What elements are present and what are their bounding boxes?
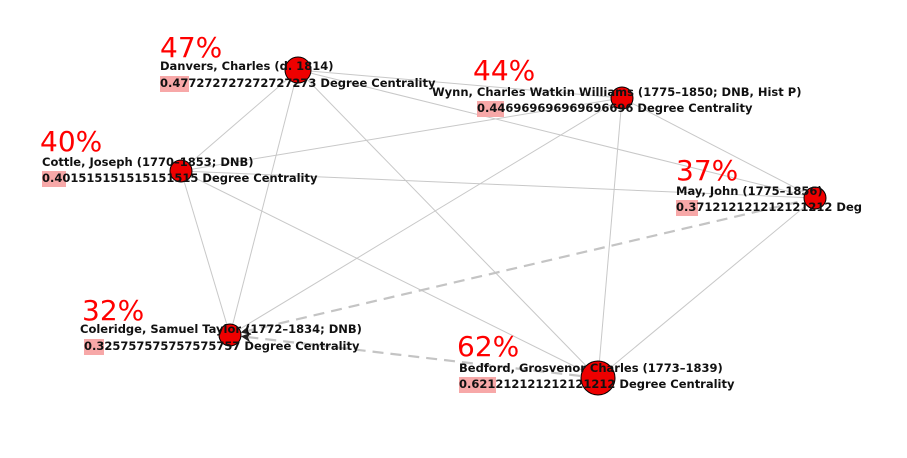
centrality-bar-may — [676, 200, 698, 216]
node-name-wynn: Wynn, Charles Watkin Williams (1775–1850… — [432, 85, 802, 99]
centrality-value: 0.446969696969696696 — [477, 101, 634, 115]
node-coleridge[interactable] — [218, 323, 242, 347]
edges-layer — [180, 69, 816, 380]
centrality-text: Deg — [832, 200, 862, 214]
centrality-bar-cottle — [42, 171, 66, 187]
edge-danvers-coleridge — [229, 69, 299, 336]
centrality-bar-danvers — [160, 76, 189, 92]
centrality-text: Degree Centrality — [633, 101, 753, 115]
centrality-value: 0.371212121212121212 — [676, 200, 833, 214]
node-bedford[interactable] — [580, 360, 616, 396]
edge-may-bedford — [597, 197, 816, 379]
centrality-value: 0.621212121212121212 — [459, 377, 616, 391]
centrality-bar-wynn — [477, 101, 504, 117]
centrality-bar-bedford — [459, 377, 496, 393]
node-cottle[interactable] — [169, 159, 193, 183]
centrality-value: 0.477272727272727273 — [160, 76, 317, 90]
edge-cottle-may — [180, 170, 816, 199]
centrality-text: Degree Centrality — [316, 76, 436, 90]
centrality-text: Degree Centrality — [615, 377, 735, 391]
edge-danvers-wynn — [297, 69, 623, 99]
edge-danvers-bedford — [297, 69, 599, 379]
edge-wynn-bedford — [597, 97, 623, 379]
centrality-label-danvers: 0.477272727272727273 Degree Centrality — [160, 76, 436, 90]
node-percent-cottle: 40% — [40, 125, 103, 158]
centrality-value: 0.401515151515151515 — [42, 171, 199, 185]
edge-may-coleridge — [240, 196, 816, 336]
centrality-text: Degree Centrality — [198, 171, 318, 185]
edge-cottle-bedford — [180, 170, 599, 379]
centrality-bar-coleridge — [84, 339, 104, 355]
node-name-cottle: Cottle, Joseph (1770–1853; DNB) — [42, 155, 254, 169]
node-may[interactable] — [803, 186, 827, 210]
node-name-may: May, John (1775–1856) — [676, 184, 823, 198]
edge-cottle-coleridge — [180, 170, 231, 336]
centrality-label-wynn: 0.446969696969696696 Degree Centrality — [477, 101, 753, 115]
node-percent-wynn: 44% — [473, 54, 536, 87]
node-percent-coleridge: 32% — [82, 294, 145, 327]
edge-wynn-may — [621, 97, 816, 199]
node-name-danvers: Danvers, Charles (d. 1814) — [160, 59, 334, 73]
centrality-label-may: 0.371212121212121212 Deg — [676, 200, 862, 214]
centrality-label-bedford: 0.621212121212121212 Degree Centrality — [459, 377, 735, 391]
edge-danvers-may — [297, 69, 816, 199]
edge-danvers-cottle — [180, 69, 299, 172]
edge-bedford-coleridge — [240, 332, 599, 380]
edge-wynn-coleridge — [229, 97, 623, 336]
node-name-bedford: Bedford, Grosvenor Charles (1773–1839) — [459, 361, 723, 375]
node-danvers[interactable] — [284, 56, 312, 84]
centrality-value: 0.325757575757575757 — [84, 339, 241, 353]
node-percent-danvers: 47% — [160, 31, 223, 64]
node-percent-bedford: 62% — [457, 330, 520, 363]
centrality-text: Degree Centrality — [240, 339, 360, 353]
node-percent-may: 37% — [676, 154, 739, 187]
edge-wynn-cottle — [180, 97, 623, 172]
nodes-layer — [169, 56, 827, 396]
node-name-coleridge: Coleridge, Samuel Taylor (1772–1834; DNB… — [80, 322, 362, 336]
centrality-label-coleridge: 0.325757575757575757 Degree Centrality — [84, 339, 360, 353]
node-wynn[interactable] — [610, 86, 634, 110]
centrality-label-cottle: 0.401515151515151515 Degree Centrality — [42, 171, 318, 185]
